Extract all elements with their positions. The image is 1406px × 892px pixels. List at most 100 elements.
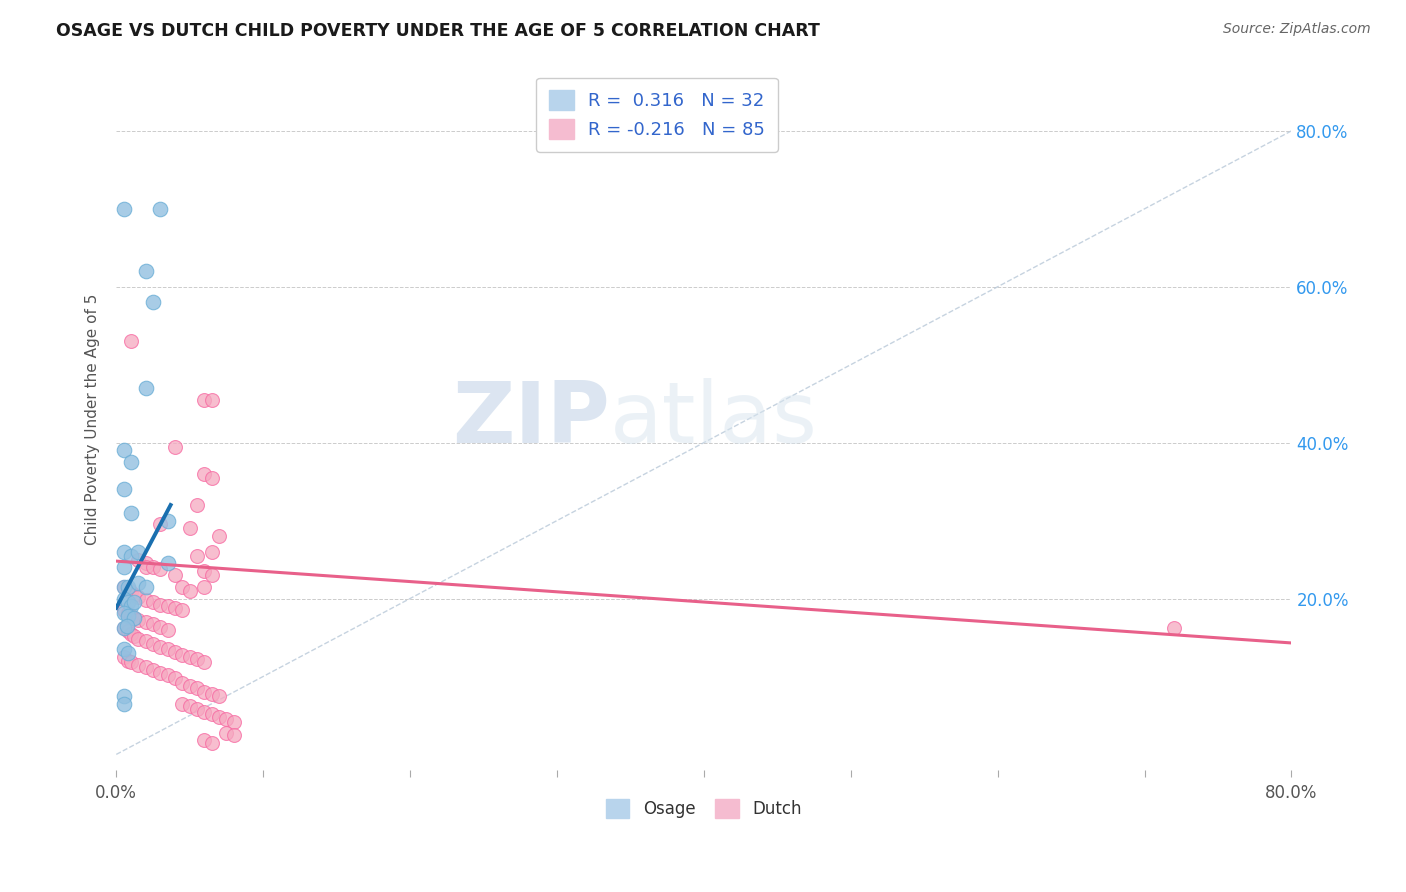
Point — [142, 295, 165, 310]
Point — [117, 646, 139, 660]
Point — [186, 549, 208, 563]
Point — [112, 621, 135, 635]
Point — [112, 580, 135, 594]
Point — [117, 580, 139, 594]
Point — [156, 642, 179, 657]
Point — [186, 498, 208, 512]
Point — [208, 689, 231, 703]
Point — [135, 593, 157, 607]
Point — [201, 471, 224, 485]
Point — [208, 529, 231, 543]
Text: ZIP: ZIP — [453, 377, 610, 461]
Point — [172, 697, 194, 711]
Point — [112, 689, 135, 703]
Point — [201, 706, 224, 721]
Point — [120, 626, 142, 640]
Point — [201, 392, 224, 407]
Text: Source: ZipAtlas.com: Source: ZipAtlas.com — [1223, 22, 1371, 37]
Point — [112, 621, 135, 635]
Point — [112, 606, 135, 620]
Point — [142, 637, 165, 651]
Point — [122, 629, 145, 643]
Point — [117, 654, 139, 668]
Point — [179, 583, 201, 598]
Point — [149, 202, 172, 216]
Point — [120, 506, 142, 520]
Point — [193, 392, 215, 407]
Point — [156, 599, 179, 614]
Point — [179, 521, 201, 535]
Point — [117, 582, 139, 597]
Point — [172, 580, 194, 594]
Point — [135, 264, 157, 278]
Point — [172, 603, 194, 617]
Point — [172, 648, 194, 662]
Point — [112, 202, 135, 216]
Point — [201, 687, 224, 701]
Point — [149, 620, 172, 634]
Point — [193, 467, 215, 481]
Point — [112, 443, 135, 458]
Point — [127, 657, 149, 672]
Point — [122, 611, 145, 625]
Point — [135, 660, 157, 674]
Point — [149, 640, 172, 654]
Point — [179, 679, 201, 693]
Point — [120, 599, 142, 614]
Point — [117, 606, 139, 620]
Point — [163, 644, 186, 658]
Point — [149, 562, 172, 576]
Point — [193, 685, 215, 699]
Point — [156, 668, 179, 682]
Point — [117, 608, 139, 623]
Point — [122, 611, 145, 625]
Point — [120, 334, 142, 349]
Point — [163, 440, 186, 454]
Point — [120, 549, 142, 563]
Point — [112, 642, 135, 657]
Point — [156, 514, 179, 528]
Point — [122, 588, 145, 602]
Point — [112, 603, 135, 617]
Point — [193, 656, 215, 670]
Point — [112, 545, 135, 559]
Point — [186, 681, 208, 695]
Point — [127, 552, 149, 566]
Point — [127, 545, 149, 559]
Point — [115, 619, 138, 633]
Point — [117, 595, 139, 609]
Point — [149, 598, 172, 612]
Point — [1163, 621, 1185, 635]
Point — [201, 736, 224, 750]
Point — [135, 557, 157, 571]
Point — [193, 733, 215, 747]
Point — [193, 705, 215, 719]
Point — [163, 600, 186, 615]
Point — [120, 455, 142, 469]
Y-axis label: Child Poverty Under the Age of 5: Child Poverty Under the Age of 5 — [86, 293, 100, 545]
Point — [149, 517, 172, 532]
Point — [112, 560, 135, 574]
Point — [120, 656, 142, 670]
Text: atlas: atlas — [610, 377, 818, 461]
Point — [172, 675, 194, 690]
Point — [222, 728, 245, 742]
Point — [193, 564, 215, 578]
Point — [135, 580, 157, 594]
Point — [117, 624, 139, 639]
Point — [193, 580, 215, 594]
Point — [127, 590, 149, 604]
Point — [186, 702, 208, 716]
Point — [215, 712, 238, 726]
Point — [122, 595, 145, 609]
Point — [201, 568, 224, 582]
Point — [135, 560, 157, 574]
Point — [201, 545, 224, 559]
Point — [156, 557, 179, 571]
Point — [215, 725, 238, 739]
Point — [127, 632, 149, 646]
Point — [149, 665, 172, 680]
Point — [112, 697, 135, 711]
Point — [222, 714, 245, 729]
Point — [112, 591, 135, 606]
